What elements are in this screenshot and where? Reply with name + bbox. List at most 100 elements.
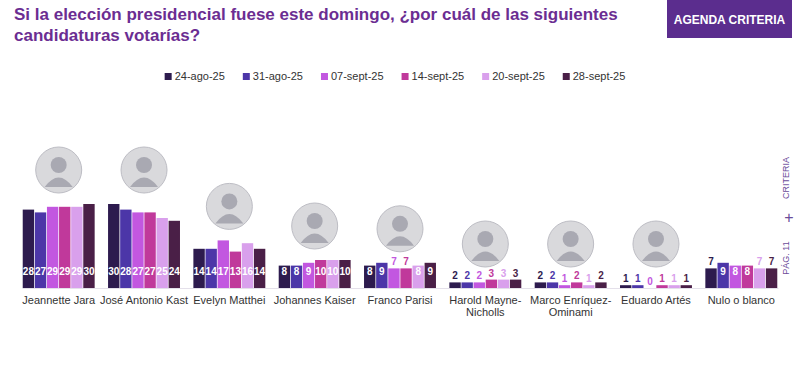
bar: [327, 260, 338, 288]
data-label: 3: [489, 268, 495, 279]
data-label: 1: [671, 273, 677, 284]
data-label: 8: [367, 266, 373, 277]
bar: [364, 266, 375, 288]
data-label: 8: [732, 266, 738, 277]
tick: Marco Enríquez-Ominami: [530, 288, 612, 318]
side-note: PÁG. 11: [781, 241, 791, 274]
data-label: 8: [415, 266, 421, 277]
photo: [462, 221, 508, 267]
bar: [766, 268, 777, 288]
data-label: 27: [145, 266, 157, 277]
photo: [377, 206, 423, 252]
side-note: CRITERIA: [781, 157, 791, 199]
legend-label: 28-sept-25: [573, 70, 626, 82]
photo: [292, 203, 338, 249]
legend-swatch: [243, 73, 250, 80]
bar: [668, 285, 679, 288]
bar: [23, 210, 34, 288]
data-label: 9: [720, 266, 726, 277]
data-label: 2: [476, 270, 482, 281]
bar: [47, 207, 58, 288]
bar: [193, 249, 204, 288]
tick-label: Jeannette Jara: [22, 294, 96, 306]
data-label: 17: [218, 266, 230, 277]
bar: [559, 285, 570, 288]
data-label: 14: [206, 266, 218, 277]
bar: [498, 280, 509, 288]
data-label: 8: [294, 266, 300, 277]
bar: [510, 280, 521, 288]
data-label: 7: [757, 256, 763, 267]
photo-body: [215, 214, 243, 224]
bar: [59, 207, 70, 288]
data-label: 2: [574, 270, 580, 281]
legend-swatch: [402, 73, 409, 80]
photo: [633, 221, 679, 267]
photo-head: [563, 231, 579, 247]
bar: [205, 249, 216, 288]
bar: [132, 212, 143, 288]
bar: [169, 221, 180, 288]
data-label: 9: [427, 266, 433, 277]
data-label: 30: [83, 266, 95, 277]
data-label: 7: [403, 256, 409, 267]
bar: [315, 260, 326, 288]
data-label: 29: [59, 266, 71, 277]
bar: [303, 263, 314, 288]
tick: Harold Mayne-Nicholls: [449, 288, 521, 318]
bar: [218, 240, 229, 288]
data-label: 27: [35, 266, 47, 277]
x-axis: Jeannette Jara José Antonio Kast Evelyn Ma…: [22, 288, 778, 318]
bar: [620, 285, 631, 288]
bar: [35, 212, 46, 288]
data-label: 3: [513, 268, 519, 279]
bar: [144, 212, 155, 288]
data-label: 1: [586, 273, 592, 284]
photo-head: [136, 157, 152, 173]
bar: [230, 252, 241, 288]
bar: [156, 218, 167, 288]
photo-body: [301, 234, 329, 244]
bar: [730, 266, 741, 288]
data-label: 0: [647, 276, 653, 287]
badge-text: AGENDA CRITERIA: [674, 13, 786, 27]
tick-label: Nulo o blanco: [708, 294, 775, 306]
bar: [376, 263, 387, 288]
data-label: 13: [230, 266, 242, 277]
data-label: 10: [315, 266, 327, 277]
data-label: 28: [120, 266, 132, 277]
legend-label: 07-sept-25: [331, 70, 384, 82]
bar: [400, 268, 411, 288]
photo-head: [648, 231, 664, 247]
tick-label: Evelyn Matthei: [193, 294, 265, 306]
data-label: 28: [23, 266, 35, 277]
bar: [681, 285, 692, 288]
bar: [254, 249, 265, 288]
photo: [548, 221, 594, 267]
chart: Si la elección presidencial fuese este d…: [0, 0, 800, 367]
bar: [632, 285, 643, 288]
data-label: 2: [598, 270, 604, 281]
bar: [742, 266, 753, 288]
tick-label: Franco Parisi: [368, 294, 433, 306]
tick: José Antonio Kast: [100, 288, 188, 306]
tick-label: Harold Mayne-Nicholls: [449, 294, 521, 319]
bar: [717, 263, 728, 288]
legend-item: 07-sept-25: [321, 70, 384, 82]
bar: [705, 268, 716, 288]
legend-swatch: [321, 73, 328, 80]
tick: Johannes Kaiser: [274, 288, 356, 306]
bar: [83, 204, 94, 288]
bar: [425, 263, 436, 288]
data-label: 16: [242, 266, 254, 277]
bar: [449, 282, 460, 288]
legend-label: 20-sept-25: [492, 70, 545, 82]
bar: [571, 282, 582, 288]
legend-item: 24-ago-25: [165, 70, 225, 82]
tick-label: José Antonio Kast: [100, 294, 188, 306]
data-label: 9: [379, 266, 385, 277]
tick: Nulo o blanco: [708, 288, 775, 306]
legend-item: 20-sept-25: [482, 70, 545, 82]
data-label: 9: [306, 266, 312, 277]
data-label: 2: [452, 270, 458, 281]
